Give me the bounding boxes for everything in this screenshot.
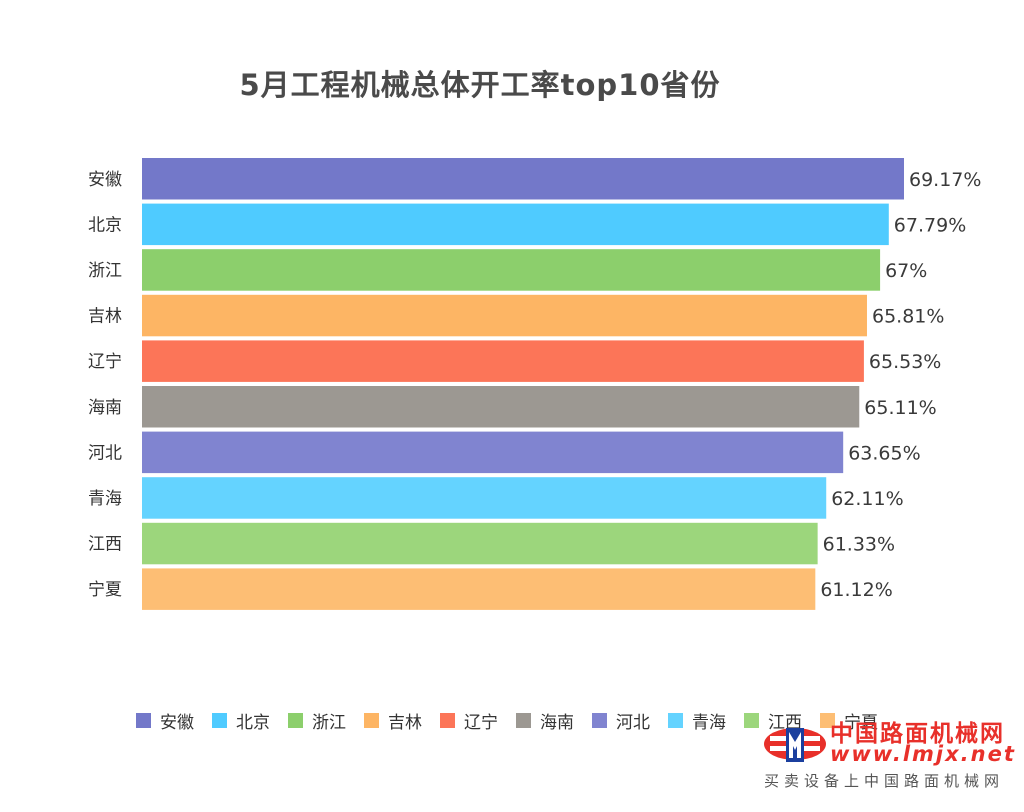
legend-item[interactable]: 海南 [516,708,574,733]
category-label: 北京 [88,215,122,235]
legend-swatch [592,713,607,728]
legend-label: 海南 [540,713,574,733]
legend-swatch [440,713,455,728]
category-label: 吉林 [88,307,122,327]
legend-swatch [212,713,227,728]
legend-item[interactable]: 北京 [212,708,270,733]
value-label: 69.17% [909,169,981,191]
legend-swatch [668,713,683,728]
category-label: 青海 [88,489,122,509]
value-label: 65.53% [869,351,941,373]
value-label: 62.11% [831,488,903,510]
value-label: 65.11% [864,397,936,419]
legend-label: 北京 [236,713,270,733]
legend-item[interactable]: 辽宁 [440,708,498,733]
bar[interactable] [142,340,864,382]
category-label: 河北 [88,443,122,463]
bar[interactable] [142,568,816,610]
legend: 安徽 北京 浙江 吉林 辽宁 海南 河北 青海 江西 宁夏 [136,708,896,733]
bar[interactable] [142,158,904,200]
legend-swatch [364,713,379,728]
site-logo-icon [764,728,826,762]
bar[interactable] [142,477,827,519]
watermark-url[interactable]: www.lmjx.net [830,742,1016,766]
value-label: 67% [885,260,927,282]
legend-swatch [820,713,835,728]
category-label: 辽宁 [88,352,122,372]
category-label: 江西 [88,535,122,555]
value-label: 67.79% [894,214,966,236]
bar[interactable] [142,386,860,428]
value-label: 61.33% [823,534,895,556]
bar-chart: 安徽 69.17% 北京 67.79% 浙江 67% 吉林 65.81% 辽宁 65.53% 海南 6… [88,158,981,610]
category-label: 海南 [88,398,122,418]
legend-item[interactable]: 河北 [592,708,650,733]
bars-layer: 安徽 69.17% 北京 67.79% 浙江 67% 吉林 65.81% 辽宁 65.53% 海南 6… [88,158,981,610]
legend-label: 青海 [692,713,726,733]
watermark-slogan: 买卖设备上中国路面机械网 [764,772,1005,790]
bar[interactable] [142,431,844,474]
legend-label: 安徽 [160,713,194,733]
legend-swatch [744,713,759,728]
legend-item[interactable]: 吉林 [364,708,422,733]
legend-swatch [288,713,303,728]
value-label: 63.65% [848,442,920,464]
legend-label: 辽宁 [464,713,498,733]
legend-item[interactable]: 浙江 [288,708,346,733]
watermark-site-name: 中国路面机械网 [830,721,1005,747]
legend-swatch [136,713,151,728]
legend-item[interactable]: 安徽 [136,708,194,733]
legend-label: 浙江 [312,713,346,733]
category-label: 宁夏 [88,580,122,600]
chart-title: 5月工程机械总体开工率top10省份 [239,68,721,102]
category-label: 浙江 [88,261,122,281]
bar[interactable] [142,294,867,337]
legend-label: 宁夏 [844,713,878,733]
legend-item[interactable]: 宁夏 [820,708,878,733]
legend-item[interactable]: 青海 [668,708,726,733]
legend-label: 吉林 [388,713,422,733]
bar[interactable] [142,203,889,246]
category-label: 安徽 [88,170,122,190]
watermark: 中国路面机械网 www.lmjx.net 买卖设备上中国路面机械网 [760,712,1020,808]
bar[interactable] [142,522,818,565]
bar[interactable] [142,249,881,291]
legend-swatch [516,713,531,728]
value-label: 65.81% [872,306,944,328]
value-label: 61.12% [820,579,892,601]
legend-label: 河北 [616,713,650,733]
